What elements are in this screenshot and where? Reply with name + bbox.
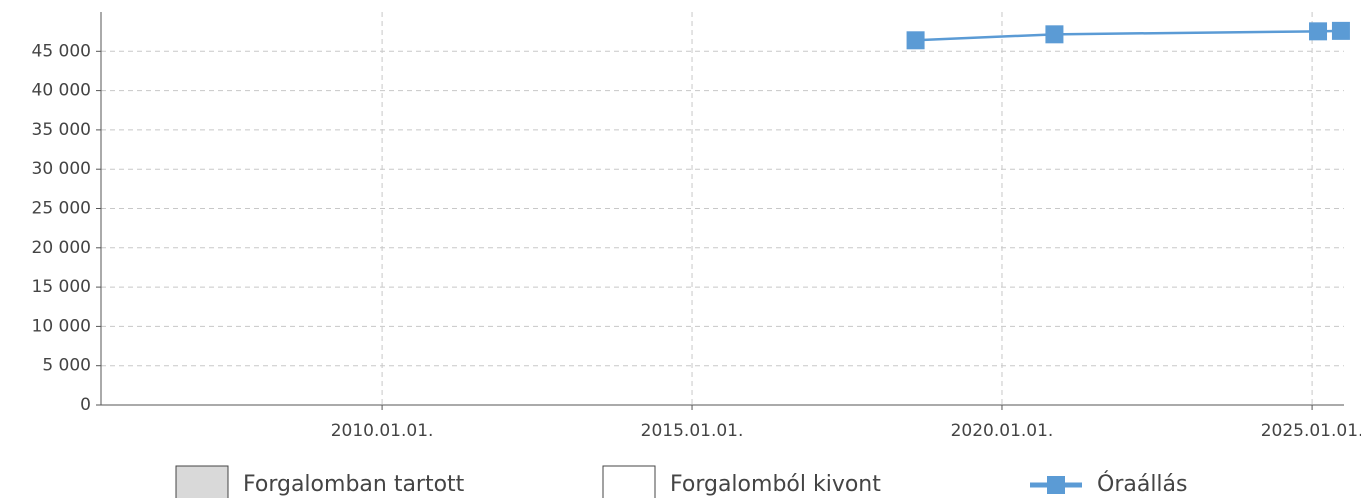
legend-label: Óraállás: [1097, 471, 1188, 497]
y-tick-label: 5 000: [42, 356, 91, 376]
point: [1331, 21, 1350, 40]
point: [1045, 25, 1064, 44]
x-tick-label: 2020.01.01.: [951, 421, 1054, 441]
x-tick-label: 2010.01.01.: [331, 421, 434, 441]
legend-label: Forgalomból kivont: [670, 472, 881, 497]
x-tick-label: 2025.01.01.: [1261, 421, 1361, 441]
y-tick-label: 10 000: [32, 316, 91, 336]
legend-swatch: [175, 465, 229, 498]
legend-swatch: [602, 465, 656, 498]
point: [1309, 22, 1328, 41]
y-tick-label: 40 000: [32, 81, 91, 101]
y-tick-label: 45 000: [32, 41, 91, 61]
y-tick-label: 15 000: [32, 277, 91, 297]
y-tick-label: 0: [80, 395, 91, 415]
y-tick-label: 25 000: [32, 199, 91, 219]
y-tick-label: 30 000: [32, 159, 91, 179]
line: [915, 29, 1341, 42]
legend-label: Forgalomban tartott: [243, 472, 465, 497]
point: [906, 31, 925, 50]
y-tick-label: 20 000: [32, 238, 91, 258]
y-tick-label: 35 000: [32, 120, 91, 140]
x-tick-label: 2015.01.01.: [641, 421, 744, 441]
legend-marker: [1047, 476, 1065, 494]
legend: Forgalomban tartott Forgalomból kivont Óra…: [175, 465, 1188, 498]
